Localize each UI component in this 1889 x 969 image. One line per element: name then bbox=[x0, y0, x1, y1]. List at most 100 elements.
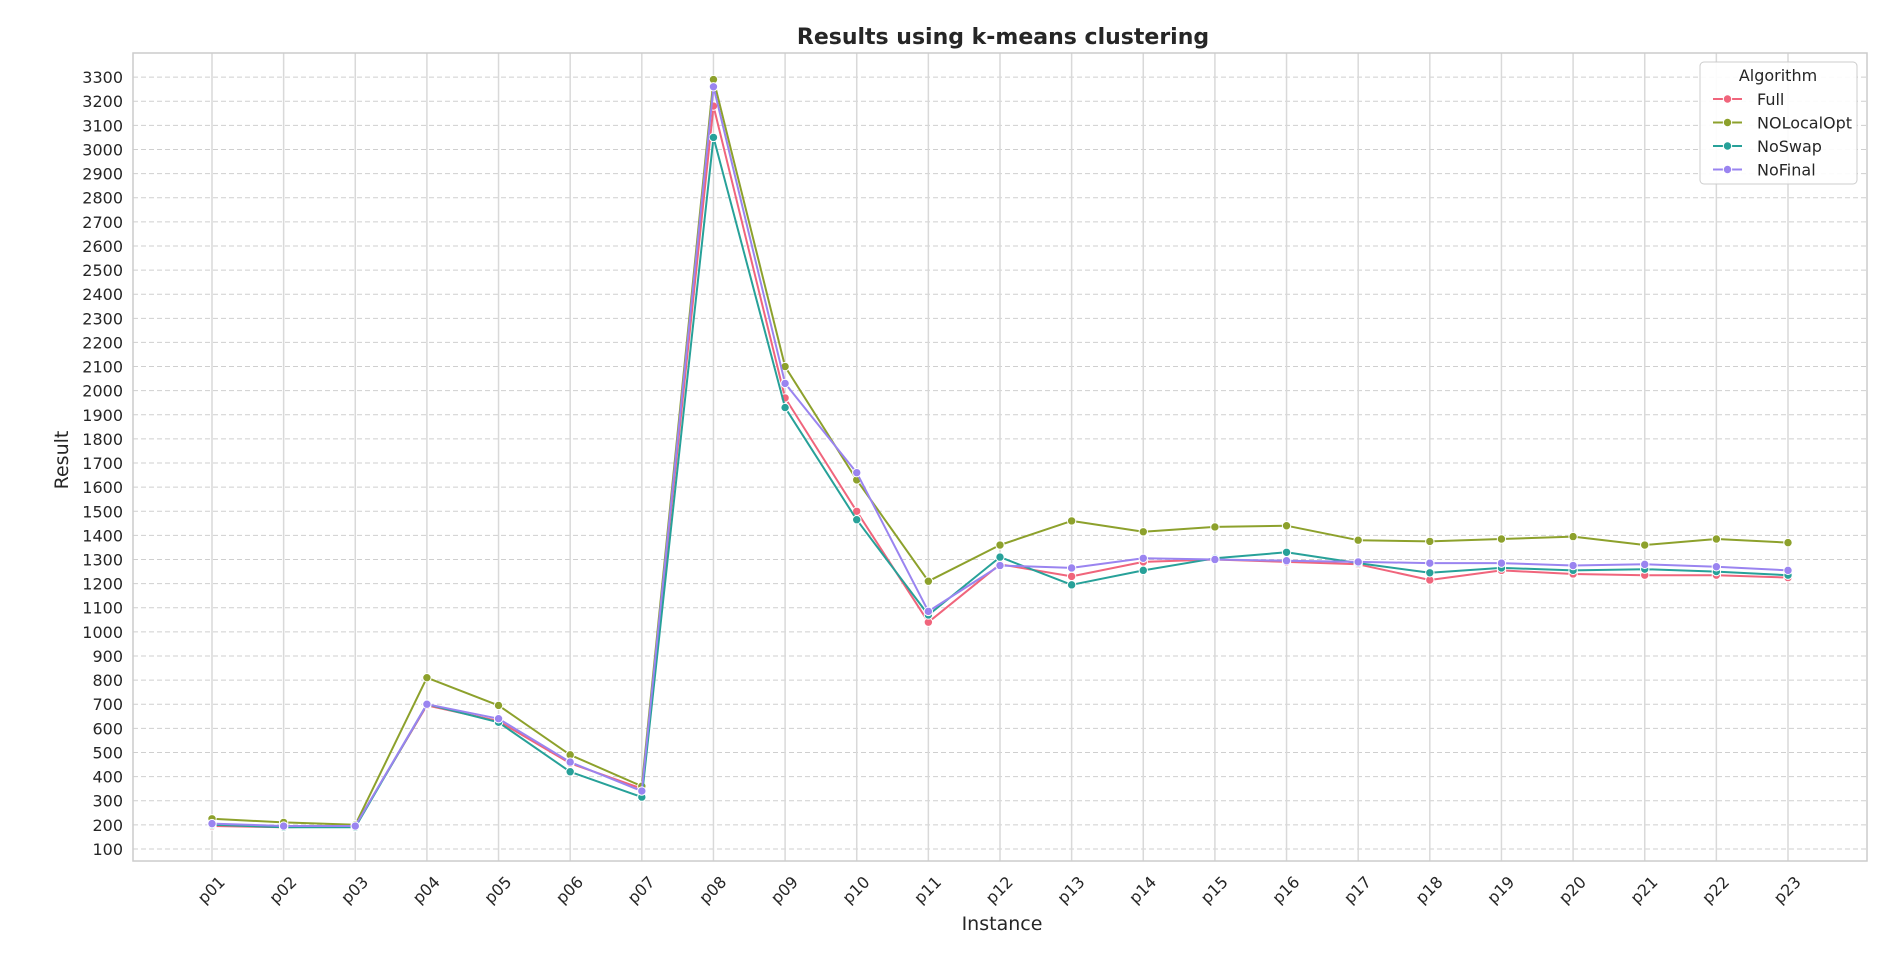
y-tick-label: 2800 bbox=[82, 189, 123, 208]
y-tick-label: 2000 bbox=[82, 382, 123, 401]
y-tick-label: 1100 bbox=[82, 599, 123, 618]
y-tick-label: 300 bbox=[92, 792, 123, 811]
data-point bbox=[1138, 527, 1148, 537]
legend-label: Full bbox=[1757, 90, 1784, 109]
data-point bbox=[1066, 563, 1077, 573]
legend-entry: NOLocalOpt bbox=[1713, 114, 1852, 133]
series-layer bbox=[207, 74, 1793, 832]
data-point bbox=[278, 821, 289, 831]
data-point bbox=[1281, 547, 1292, 557]
y-tick-label: 700 bbox=[92, 695, 123, 714]
data-point bbox=[1425, 558, 1435, 568]
data-point bbox=[422, 699, 432, 709]
data-point bbox=[1640, 540, 1650, 550]
data-point bbox=[1066, 516, 1077, 526]
legend-marker bbox=[1722, 94, 1733, 104]
data-point bbox=[708, 132, 719, 143]
data-point bbox=[493, 700, 504, 711]
data-point bbox=[1353, 535, 1363, 545]
data-point bbox=[1066, 571, 1077, 582]
y-tick-label: 2700 bbox=[82, 213, 123, 232]
data-point bbox=[995, 552, 1005, 562]
data-point bbox=[565, 757, 575, 767]
legend-marker bbox=[1722, 117, 1733, 128]
legend-entry: Full bbox=[1713, 90, 1784, 109]
data-point bbox=[995, 540, 1005, 550]
y-tick-label: 1200 bbox=[82, 575, 123, 594]
chart-title: Results using k-means clustering bbox=[797, 25, 1209, 50]
y-tick-label: 1300 bbox=[82, 551, 123, 570]
y-tick-label: 500 bbox=[92, 743, 123, 762]
y-tick-label: 100 bbox=[92, 840, 123, 859]
data-point bbox=[708, 82, 719, 92]
plot-frame bbox=[132, 52, 1868, 862]
y-tick-label: 800 bbox=[92, 671, 123, 690]
y-tick-label: 1700 bbox=[82, 454, 123, 473]
y-tick-label: 2900 bbox=[82, 165, 123, 184]
y-tick-label: 2300 bbox=[82, 309, 123, 328]
data-point bbox=[1425, 568, 1435, 578]
data-point bbox=[1066, 580, 1077, 590]
data-point bbox=[1210, 554, 1220, 565]
data-point bbox=[637, 786, 647, 796]
data-point bbox=[565, 767, 575, 777]
data-point bbox=[1568, 560, 1578, 571]
y-tick-label: 3300 bbox=[82, 68, 123, 87]
y-tick-label: 200 bbox=[92, 816, 123, 835]
data-point bbox=[1640, 559, 1650, 570]
y-axis-label: Result bbox=[51, 431, 73, 490]
legend-label: NoFinal bbox=[1757, 161, 1816, 180]
legend-entry: NoFinal bbox=[1713, 161, 1816, 180]
data-point bbox=[780, 378, 790, 389]
data-point bbox=[1783, 537, 1793, 548]
grid-layer bbox=[133, 53, 1867, 861]
data-point bbox=[995, 560, 1005, 571]
data-point bbox=[780, 402, 790, 413]
legend-marker bbox=[1722, 141, 1733, 151]
legend-label: NOLocalOpt bbox=[1757, 114, 1852, 133]
data-point bbox=[1425, 536, 1435, 547]
legend-box bbox=[1699, 61, 1858, 185]
y-tick-label: 400 bbox=[92, 768, 123, 787]
data-point bbox=[493, 713, 504, 724]
y-tick-label: 3100 bbox=[82, 116, 123, 135]
data-point bbox=[1281, 556, 1292, 566]
series-NoFinal bbox=[207, 82, 1793, 831]
data-point bbox=[1496, 558, 1507, 568]
data-point bbox=[1568, 531, 1578, 542]
data-point bbox=[1783, 565, 1793, 576]
y-tick-label: 1500 bbox=[82, 502, 123, 521]
y-tick-label: 1000 bbox=[82, 623, 123, 642]
y-tick-label: 3200 bbox=[82, 92, 123, 111]
data-point bbox=[923, 576, 934, 586]
data-point bbox=[1210, 522, 1220, 532]
data-point bbox=[350, 821, 360, 831]
legend-marker bbox=[1722, 164, 1733, 175]
data-point bbox=[1353, 557, 1363, 567]
data-point bbox=[422, 672, 432, 683]
y-tick-label: 2600 bbox=[82, 237, 123, 256]
data-point bbox=[852, 467, 862, 478]
data-point bbox=[1138, 553, 1148, 564]
y-tick-label: 1800 bbox=[82, 430, 123, 449]
data-point bbox=[1711, 534, 1722, 544]
y-tick-label: 1600 bbox=[82, 478, 123, 497]
data-point bbox=[207, 818, 217, 829]
x-axis-label: Instance bbox=[962, 913, 1043, 935]
legend: Algorithm Full NOLocalOpt NoSwap NoFinal bbox=[1699, 61, 1858, 185]
data-point bbox=[1711, 562, 1722, 572]
legend-label: NoSwap bbox=[1757, 137, 1822, 156]
data-point bbox=[1496, 534, 1507, 544]
y-tick-label: 900 bbox=[92, 647, 123, 666]
y-tick-label: 2500 bbox=[82, 261, 123, 280]
y-axis: 100 200 300 400 500 600 700 800 900 1000 1100 1200 1… bbox=[82, 68, 123, 859]
y-tick-label: 3000 bbox=[82, 140, 123, 159]
legend-entries: Full NOLocalOpt NoSwap NoFinal bbox=[1713, 90, 1852, 180]
y-tick-label: 2100 bbox=[82, 358, 123, 377]
data-point bbox=[1138, 565, 1148, 576]
y-tick-label: 2400 bbox=[82, 285, 123, 304]
y-tick-label: 1400 bbox=[82, 526, 123, 545]
data-point bbox=[923, 606, 934, 617]
